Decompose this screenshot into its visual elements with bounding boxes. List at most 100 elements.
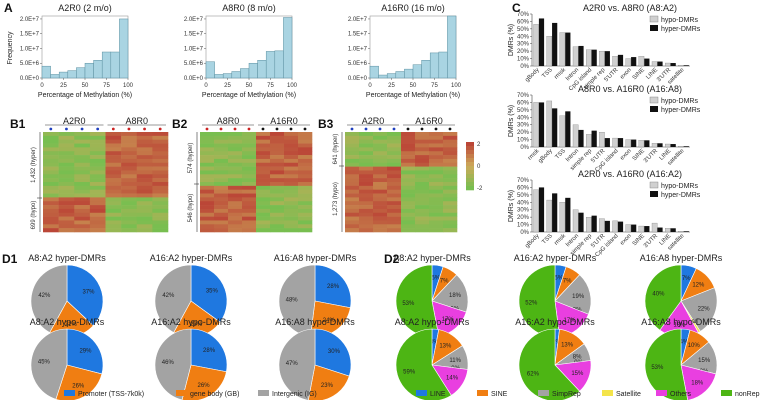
- dmr-bar-hyper: [631, 139, 637, 147]
- pie-slice-label: 22%: [698, 306, 711, 312]
- heatmap-cell: [443, 132, 458, 137]
- heatmap-cell: [359, 158, 374, 164]
- heatmap-cell: [256, 193, 271, 198]
- heatmap-cell: [387, 212, 402, 217]
- heatmap-cell: [74, 208, 91, 214]
- heatmap-cell: [58, 132, 75, 137]
- heatmap-cell: [152, 147, 169, 152]
- heatmap-cell: [298, 132, 313, 137]
- heatmap-cell: [401, 162, 416, 167]
- heatmap-cell: [58, 174, 75, 179]
- heatmap-cell: [136, 201, 153, 206]
- heatmap-cell: [89, 182, 106, 187]
- heatmap-cell: [284, 205, 299, 210]
- heatmap-cell: [415, 182, 430, 187]
- heatmap-cell: [359, 162, 374, 167]
- heatmap-cell: [105, 201, 122, 206]
- dmr-bar-hyper: [683, 146, 689, 147]
- heatmap-cell: [256, 162, 271, 167]
- heatmap-cell: [136, 135, 153, 140]
- dmr-bar-hypo: [599, 50, 605, 67]
- heatmap-sample-dot: [392, 127, 396, 131]
- dmr-bar-hypo: [599, 131, 605, 148]
- dmr-legend-swatch-hyper: [650, 25, 658, 31]
- heatmap-cell: [345, 162, 360, 167]
- heatmap-cell: [345, 208, 360, 214]
- heatmap-cell: [387, 147, 402, 152]
- heatmap-cell: [345, 224, 360, 229]
- pie-title: A16:A8 hyper-DMRs: [274, 253, 357, 263]
- heatmap-cell: [401, 151, 416, 156]
- dmr-legend-hypo: hypo-DMRs: [661, 17, 698, 24]
- hist-bar: [67, 70, 77, 79]
- heatmap-cell: [443, 158, 458, 164]
- dmr-bar-hyper: [591, 49, 597, 66]
- pie2-legend-swatch: [602, 390, 613, 396]
- heatmap-cell: [105, 143, 122, 148]
- dmr-category-label: exon: [619, 67, 632, 80]
- pie-slice: [181, 364, 227, 400]
- heatmap-cell: [89, 170, 106, 175]
- pie2-legend-swatch: [656, 390, 667, 396]
- heatmap-cell: [270, 193, 285, 198]
- pie-slice-label: 4%: [680, 339, 689, 345]
- hist-bar: [404, 68, 414, 79]
- pie-slice-label: 47%: [286, 361, 299, 367]
- heatmap-cell: [284, 182, 299, 187]
- heatmap-cell: [228, 151, 243, 156]
- dmr-ylabel: DMRs (%): [508, 190, 515, 222]
- heatmap-cell: [43, 151, 59, 156]
- heatmap-cell: [152, 178, 169, 183]
- hist-ytick: 1.0E+7: [184, 46, 204, 52]
- heatmap-sample-dot: [420, 127, 424, 131]
- pie-slice-label: 53%: [651, 365, 664, 371]
- pie-slice: [395, 328, 452, 400]
- heatmap-cell: [429, 143, 444, 148]
- heatmap-cell: [43, 212, 59, 217]
- dmr-legend-hypo: hypo-DMRs: [661, 98, 698, 105]
- heatmap-cell: [373, 151, 388, 156]
- heatmap-cell: [58, 182, 75, 187]
- heatmap-cell: [200, 182, 215, 187]
- pie-slice-label: 13%: [439, 343, 452, 349]
- heatmap-cell: [214, 158, 229, 164]
- heatmap-cell: [43, 189, 59, 194]
- heatmap-cell: [136, 158, 153, 164]
- heatmap-row-label: 1,273 (hypo): [333, 182, 339, 216]
- dmr-category-label: 3'UTR: [643, 148, 660, 165]
- heatmap-cell: [242, 216, 257, 221]
- heatmap-cell: [373, 174, 388, 179]
- heatmap-sample-dot: [406, 127, 410, 131]
- heatmap-cell: [89, 135, 106, 140]
- heatmap-cell: [429, 224, 444, 229]
- colorscale-step: [466, 146, 474, 151]
- heatmap-cell: [228, 139, 243, 144]
- heatmap-cell: [256, 185, 271, 190]
- dmr-bar-hyper: [644, 140, 650, 147]
- pie2-legend-swatch: [721, 390, 732, 396]
- heatmap-cell: [121, 212, 138, 217]
- heatmap-cell: [152, 151, 169, 156]
- heatmap-cell: [373, 143, 388, 148]
- heatmap-cell: [74, 135, 91, 140]
- heatmap-cell: [401, 205, 416, 210]
- pie-slice-label: 10%: [688, 343, 701, 349]
- hist-ytick: 5.0E+6: [184, 61, 204, 67]
- heatmap-cell: [152, 228, 169, 233]
- heatmap-cell: [298, 216, 313, 221]
- pie-title: A16:A8 hyper-DMRs: [640, 253, 723, 263]
- heatmap-cell: [200, 208, 215, 214]
- dmr-category-label: exon: [619, 233, 632, 246]
- heatmap-cell: [270, 228, 285, 233]
- heatmap-cell: [214, 170, 229, 175]
- dmr-category-label: SINE: [632, 67, 646, 81]
- heatmap-cell: [298, 162, 313, 167]
- heatmap-cell: [401, 216, 416, 221]
- heatmap-cell: [121, 132, 138, 137]
- heatmap-cell: [121, 139, 138, 144]
- heatmap-cell: [284, 162, 299, 167]
- heatmap-cell: [200, 143, 215, 148]
- dmr-ytick: 60%: [517, 19, 530, 25]
- dmr-category-label: 3'UTR: [643, 233, 660, 250]
- hist-xtick: 75: [431, 83, 438, 89]
